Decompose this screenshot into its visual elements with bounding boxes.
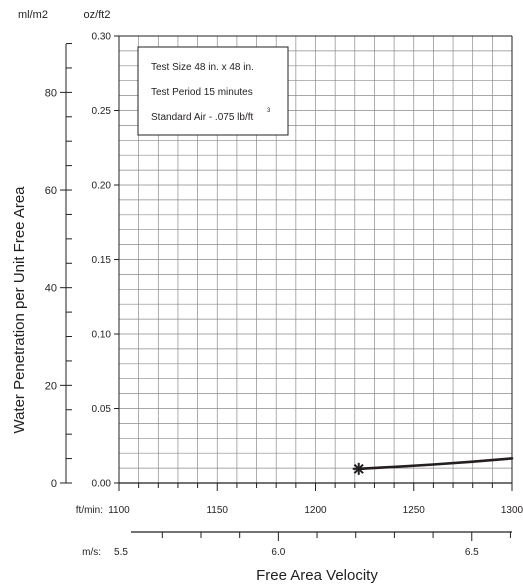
series-layer [352, 457, 514, 475]
asterisk-stroke [353, 463, 364, 474]
x-unit-ftmin: ft/min: [76, 505, 103, 516]
left-axis: 0 20 40 60 80 [45, 43, 72, 490]
ozft2-tick-label: 0.20 [92, 181, 112, 192]
legend-superscript: 3 [267, 108, 271, 114]
ms-tick-label: 6.5 [465, 547, 479, 558]
ozft2-tick-label: 0.15 [92, 255, 112, 266]
legend-line-3: Standard Air - .075 lb/ft [151, 112, 254, 123]
mlm2-tick-label: 80 [45, 87, 57, 99]
ozft2-tick-label: 0.00 [92, 479, 112, 490]
mlm2-tick-label: 40 [45, 283, 57, 295]
mlm2-tick-label: 60 [45, 185, 57, 197]
asterisk-marker [352, 462, 365, 475]
ozft2-tick-label: 0.05 [92, 404, 112, 415]
mlm2-tick-label: 20 [45, 380, 57, 392]
legend-line-2: Test Period 15 minutes [151, 87, 253, 98]
ms-tick-label: 6.0 [271, 547, 285, 558]
series-line [357, 457, 514, 471]
x-axis-ftmin: 1100 1150 1200 1250 1300 [108, 483, 523, 516]
ftmin-tick-label: 1250 [403, 505, 426, 516]
ozft2-tick-label: 0.30 [92, 32, 112, 43]
y-unit-left: ml/m2 [18, 9, 48, 21]
ozft2-tick-label: 0.25 [92, 106, 112, 117]
mlm2-tick-label: 0 [51, 478, 57, 490]
ozft2-tick-label: 0.10 [92, 330, 112, 341]
ms-tick-label: 5.5 [114, 547, 128, 558]
x-axis-ms: 5.5 6.0 6.5 [114, 531, 512, 558]
legend-line-1: Test Size 48 in. x 48 in. [151, 62, 254, 73]
ftmin-tick-label: 1150 [206, 505, 228, 516]
y-axis-title: Water Penetration per Unit Free Area [11, 186, 28, 434]
right-axis: 0.00 0.05 0.10 0.15 0.20 0.25 0.30 [92, 32, 119, 490]
legend-box: Test Size 48 in. x 48 in. Test Period 15… [137, 46, 289, 136]
x-axis-title: Free Area Velocity [256, 567, 378, 584]
legend-frame [137, 46, 289, 136]
y-unit-right: oz/ft2 [84, 9, 111, 21]
ftmin-tick-label: 1200 [304, 505, 327, 516]
x-unit-ms: m/s: [82, 547, 101, 558]
ftmin-tick-label: 1100 [108, 505, 130, 516]
ftmin-tick-label: 1300 [501, 505, 523, 516]
